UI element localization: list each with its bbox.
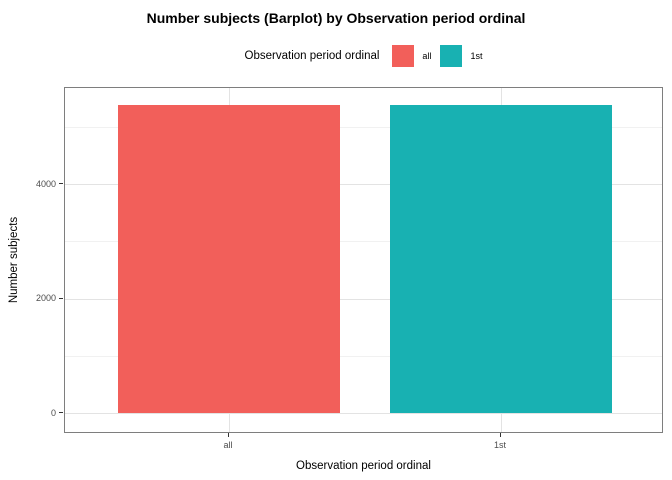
y-axis-tick-label: 4000 [35, 178, 56, 189]
legend: Observation period ordinal all 1st [64, 43, 663, 69]
legend-label-all: all [422, 51, 432, 61]
bar-1st [390, 104, 612, 413]
y-axis-tick-label: 0 [50, 407, 56, 418]
legend-item-1st: 1st [440, 45, 482, 67]
chart-title: Number subjects (Barplot) by Observation… [146, 10, 526, 26]
legend-item-all: all [392, 45, 431, 67]
x-axis-tick-label: 1st [493, 440, 507, 450]
legend-swatch-all-icon [392, 45, 415, 67]
y-axis-tick [59, 297, 63, 299]
y-axis-tick-label: 2000 [35, 293, 56, 303]
gridline-major [65, 298, 662, 300]
legend-label-1st: 1st [470, 51, 483, 61]
y-axis-tick [59, 412, 63, 413]
x-axis-tick-label: all [223, 440, 233, 450]
y-axis-tick [59, 183, 63, 184]
legend-swatch-1st-icon [440, 45, 463, 67]
plot-panel [64, 87, 663, 433]
y-axis-title: Number subjects [8, 216, 20, 304]
gridline-minor [65, 126, 662, 128]
legend-title: Observation period ordinal [244, 50, 380, 62]
x-axis-title: Observation period ordinal [296, 460, 431, 472]
x-axis-tick [228, 433, 229, 437]
gridline-minor [65, 355, 662, 357]
bar-all [118, 104, 340, 413]
gridline-major [65, 184, 662, 185]
gridline-minor [65, 241, 662, 243]
gridline-major [65, 413, 662, 414]
x-axis-tick [500, 433, 501, 437]
